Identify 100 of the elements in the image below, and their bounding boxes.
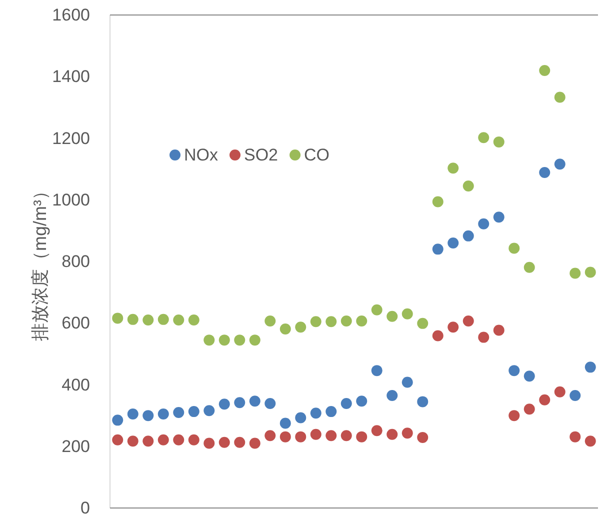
point (524, 262, 535, 273)
point (295, 431, 306, 442)
point (142, 410, 154, 422)
point (539, 394, 550, 406)
point (264, 398, 276, 410)
point (264, 315, 276, 326)
point (448, 162, 459, 174)
y-tick-label: 200 (62, 436, 90, 456)
point (188, 406, 200, 418)
legend-label: NOx (184, 146, 218, 164)
point (173, 406, 184, 418)
point (112, 312, 124, 324)
point (204, 405, 215, 416)
point (112, 414, 124, 426)
point (188, 314, 200, 326)
point (462, 230, 474, 242)
point (402, 308, 413, 320)
point (448, 238, 459, 249)
point (326, 406, 337, 418)
point (371, 365, 382, 376)
point (584, 266, 596, 278)
point (524, 370, 535, 382)
point (204, 334, 215, 346)
point (478, 132, 490, 144)
point (584, 362, 596, 373)
point (204, 438, 215, 449)
point (386, 390, 398, 402)
y-tick-label: 0 (80, 498, 90, 515)
point (218, 398, 230, 410)
point (158, 434, 169, 446)
point (386, 428, 398, 440)
point (462, 180, 474, 192)
point (234, 334, 246, 346)
point (554, 386, 566, 398)
point (417, 318, 428, 329)
point (127, 436, 138, 447)
legend-label: CO (304, 146, 330, 164)
y-tick-label: 400 (62, 375, 90, 394)
point (539, 166, 550, 178)
y-tick-label: 1000 (52, 190, 90, 210)
point (356, 315, 368, 326)
y-tick-label: 800 (62, 252, 90, 271)
point (448, 322, 459, 333)
y-axis-title: 排放浓度（mg/m³） (30, 182, 50, 341)
point (570, 431, 581, 442)
y-tick-label: 1400 (52, 67, 90, 86)
point (158, 314, 169, 325)
point (432, 196, 444, 208)
point (249, 396, 260, 407)
point (478, 332, 490, 343)
point (234, 436, 246, 448)
point (326, 316, 337, 328)
point (340, 398, 352, 410)
point (371, 304, 382, 316)
point (142, 436, 154, 447)
point (234, 397, 246, 408)
point (508, 410, 520, 422)
point (508, 242, 520, 254)
point (249, 334, 260, 346)
point (584, 436, 596, 447)
point (280, 323, 291, 334)
point (554, 92, 566, 103)
point (371, 425, 382, 436)
point (173, 434, 184, 446)
point (326, 430, 337, 442)
point (462, 315, 474, 326)
point (127, 314, 138, 325)
point (340, 315, 352, 326)
point (340, 430, 352, 442)
point (570, 268, 581, 279)
point (218, 334, 230, 346)
point (188, 434, 200, 446)
point (508, 365, 520, 376)
point (493, 136, 504, 148)
point (524, 404, 535, 415)
point (310, 316, 322, 328)
point (570, 390, 581, 402)
point (478, 218, 490, 230)
y-tick-label: 600 (62, 314, 90, 333)
point (356, 396, 368, 407)
point (417, 396, 428, 408)
point (264, 430, 276, 442)
point (112, 434, 124, 446)
point (402, 376, 413, 388)
point (493, 324, 504, 336)
point (249, 438, 260, 449)
point (432, 330, 444, 342)
point (142, 314, 154, 326)
y-tick-label: 1600 (52, 6, 90, 24)
point (417, 432, 428, 443)
point (218, 436, 230, 448)
point (386, 310, 398, 322)
point (280, 431, 291, 442)
point (158, 408, 169, 420)
point (356, 431, 368, 442)
point (402, 428, 413, 439)
point (493, 212, 504, 223)
point (280, 418, 291, 429)
point (310, 408, 322, 419)
point (554, 158, 566, 170)
